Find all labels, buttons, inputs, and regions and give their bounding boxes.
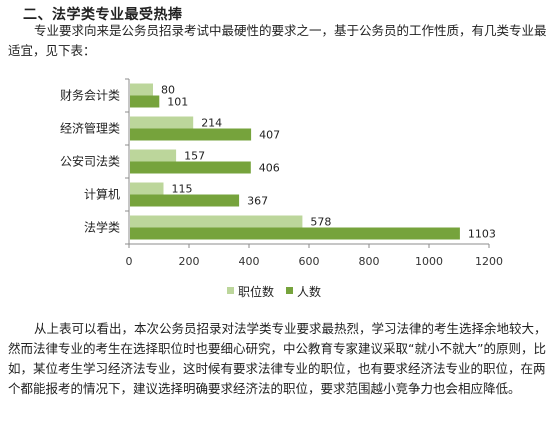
bar-positions <box>130 83 153 96</box>
x-tick-label: 400 <box>239 255 260 268</box>
bar-applicants <box>130 128 252 141</box>
category-label: 法学类 <box>84 220 120 235</box>
category-label: 财务会计类 <box>60 88 120 103</box>
bar-applicants <box>130 161 251 174</box>
section-heading: 二、法学类专业最受热捧 <box>23 7 183 23</box>
intro-paragraph: 专业要求向来是公务员招录考试中最硬性的要求之一，基于公务员的工作性质，有几类专业… <box>8 23 547 58</box>
x-tick-label: 1200 <box>475 255 503 268</box>
legend-label: 职位数 <box>238 284 274 299</box>
bar-positions <box>130 116 194 129</box>
legend-label: 人数 <box>297 284 321 299</box>
x-tick-label: 0 <box>126 255 133 268</box>
bar-applicants <box>130 95 160 108</box>
legend-swatch <box>227 287 234 294</box>
bar-positions <box>130 215 303 228</box>
data-label: 1103 <box>468 228 496 241</box>
x-tick-label: 1000 <box>415 255 443 268</box>
data-label: 407 <box>259 129 280 142</box>
data-label: 157 <box>184 150 205 163</box>
category-label: 计算机 <box>84 187 120 202</box>
legend-swatch <box>286 287 293 294</box>
data-label: 80 <box>161 84 175 97</box>
category-label: 经济管理类 <box>60 121 120 136</box>
data-label: 214 <box>201 117 222 130</box>
bar-positions <box>130 182 164 195</box>
x-tick-label: 800 <box>359 255 380 268</box>
data-label: 101 <box>167 96 188 109</box>
bar-positions <box>130 149 177 162</box>
x-tick-label: 200 <box>179 255 200 268</box>
bar-applicants <box>130 194 240 207</box>
analysis-paragraph: 从上表可以看出，本次公务员招录对法学类专业要求最热烈，学习法律的考生选择余地较大… <box>8 321 547 396</box>
data-label: 367 <box>247 195 268 208</box>
bar-applicants <box>130 227 460 240</box>
x-tick-label: 600 <box>299 255 320 268</box>
data-label: 578 <box>310 216 331 229</box>
category-label: 公安司法类 <box>60 154 120 169</box>
data-label: 115 <box>172 183 193 196</box>
data-label: 406 <box>259 162 280 175</box>
